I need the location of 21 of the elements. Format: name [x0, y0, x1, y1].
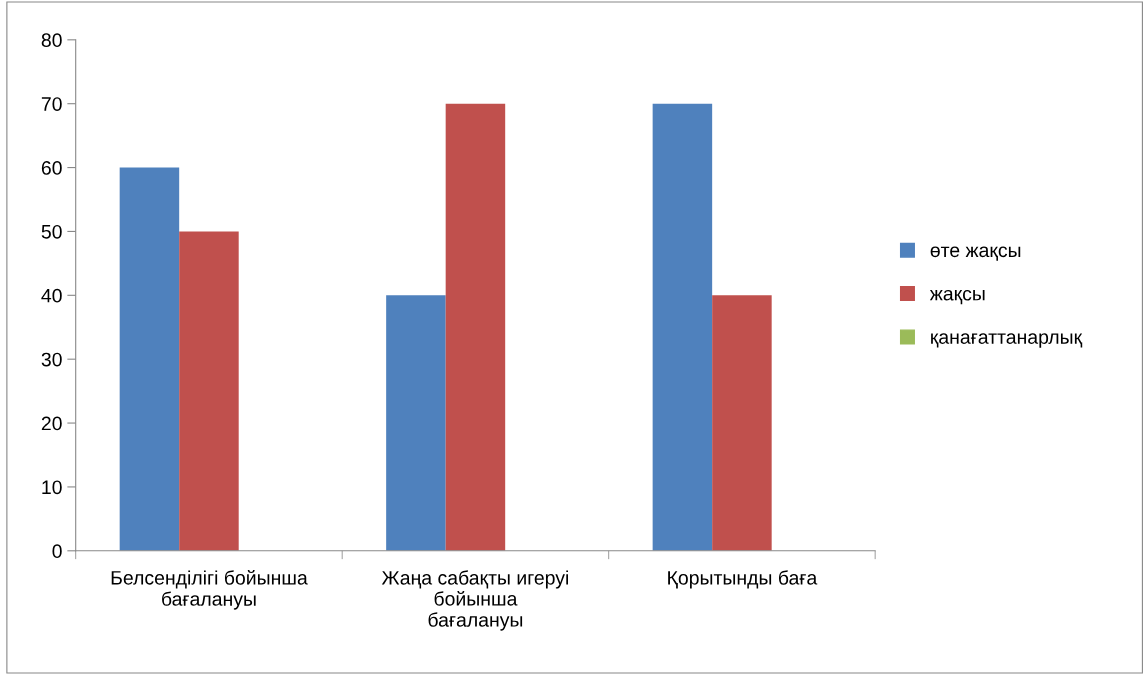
legend-label: қанағаттанарлық [931, 333, 1083, 348]
bar [119, 167, 180, 551]
y-tick-label: 20 [41, 416, 62, 431]
y-tick-label: 10 [42, 480, 62, 495]
y-tick-label: 0 [52, 544, 62, 559]
bar [712, 295, 772, 551]
bar [179, 231, 239, 551]
x-tick-label: Жаңа сабақты игеруі бойынша бағалануы [381, 570, 568, 631]
x-tick-label: Белсенділігі бойынша бағалануы [111, 570, 308, 610]
legend-label: жақсы [929, 289, 985, 305]
y-tick-label: 40 [41, 288, 62, 303]
x-tick-label: Қорытынды баға [668, 570, 818, 589]
legend-label: өте жақсы [930, 246, 1021, 261]
y-tick-label: 80 [41, 33, 62, 48]
y-tick-label: 50 [41, 224, 62, 239]
bar [386, 295, 446, 551]
y-tick-label: 30 [41, 352, 62, 367]
y-tick-label: 70 [41, 97, 62, 111]
bar [445, 103, 506, 551]
bar [652, 103, 713, 551]
y-tick-label: 60 [41, 161, 62, 175]
